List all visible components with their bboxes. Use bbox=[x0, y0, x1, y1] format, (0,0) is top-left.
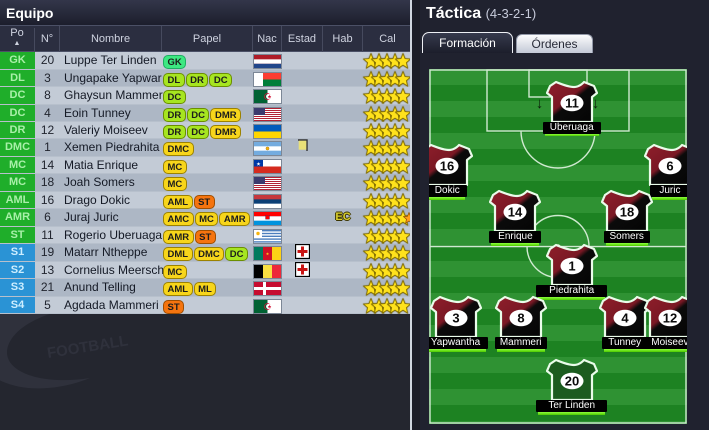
svg-text:3: 3 bbox=[452, 311, 459, 326]
svg-text:1: 1 bbox=[568, 259, 575, 274]
svg-text:4: 4 bbox=[621, 311, 629, 326]
svg-text:18: 18 bbox=[619, 205, 633, 220]
svg-text:20: 20 bbox=[564, 374, 578, 389]
svg-text:14: 14 bbox=[508, 205, 523, 220]
svg-text:FOOTBALL: FOOTBALL bbox=[46, 332, 129, 362]
svg-text:8: 8 bbox=[517, 311, 524, 326]
svg-text:6: 6 bbox=[666, 159, 673, 174]
svg-text:16: 16 bbox=[440, 159, 454, 174]
svg-text:12: 12 bbox=[663, 311, 677, 326]
svg-text:11: 11 bbox=[565, 95, 579, 110]
